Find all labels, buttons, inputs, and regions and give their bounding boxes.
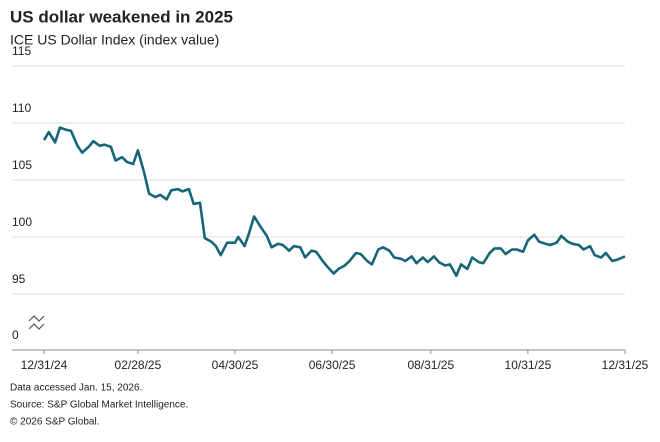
y-tick-label: 95 bbox=[12, 272, 26, 286]
y-tick-label: 110 bbox=[12, 101, 31, 115]
line bbox=[42, 126, 626, 278]
x-tick-label: 12/31/25 bbox=[602, 358, 649, 372]
y-tick-label: 100 bbox=[12, 215, 32, 229]
x-tick-label: 04/30/25 bbox=[212, 358, 259, 372]
x-tick-label: 12/31/24 bbox=[21, 358, 68, 372]
note: Source: S&P Global Market Intelligence. bbox=[10, 400, 188, 411]
axis-break bbox=[28, 323, 45, 330]
note: Data accessed Jan. 15, 2026. bbox=[10, 383, 142, 394]
x-tick-label: 10/31/25 bbox=[505, 358, 552, 372]
x-tick-label: 08/31/25 bbox=[407, 358, 454, 372]
x-tick-label: 02/28/25 bbox=[115, 358, 162, 372]
y-tick-label: 105 bbox=[12, 158, 32, 172]
chart-subtitle: ICE US Dollar Index (index value) bbox=[10, 32, 219, 48]
y-tick-label: 0 bbox=[12, 328, 19, 342]
note: © 2026 S&P Global. bbox=[10, 417, 99, 428]
y-tick-label: 115 bbox=[12, 44, 31, 58]
x-tick-label: 06/30/25 bbox=[309, 358, 356, 372]
chart-title: US dollar weakened in 2025 bbox=[10, 7, 233, 26]
axis-break bbox=[28, 315, 45, 322]
